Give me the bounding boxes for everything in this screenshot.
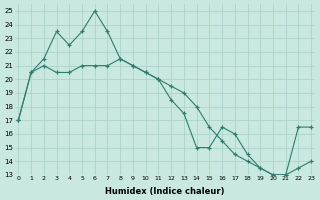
X-axis label: Humidex (Indice chaleur): Humidex (Indice chaleur) (105, 187, 225, 196)
